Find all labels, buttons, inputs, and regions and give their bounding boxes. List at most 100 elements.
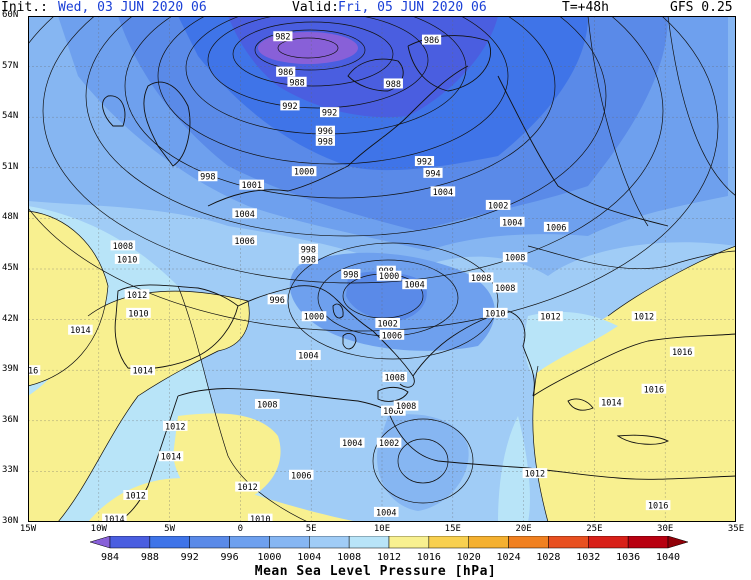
colorbar-swatch bbox=[229, 536, 270, 549]
colorbar-swatch bbox=[588, 536, 629, 549]
isobar-label: 1008 bbox=[492, 282, 518, 294]
lat-label: 57N bbox=[2, 60, 19, 71]
isobar-label: 1014 bbox=[158, 451, 184, 463]
isobar-label: 1004 bbox=[499, 216, 525, 228]
svg-text:1004: 1004 bbox=[502, 218, 522, 228]
svg-text:1001: 1001 bbox=[241, 181, 261, 191]
isobar-label: 1000 bbox=[376, 270, 402, 282]
map-header: Init.: Wed, 03 JUN 2020 06 Valid: Fri, 0… bbox=[0, 0, 751, 16]
isobar-lines bbox=[28, 16, 736, 522]
isobar-label: 1010 bbox=[114, 253, 140, 265]
svg-text:1000: 1000 bbox=[379, 272, 399, 282]
isobar-label: 1000 bbox=[291, 166, 317, 178]
isobar-value-labels: 9829869889929969981000986988992992994100… bbox=[28, 31, 695, 522]
svg-text:1014: 1014 bbox=[601, 399, 621, 409]
init-label: Init.: bbox=[1, 0, 48, 15]
isobar-label: 1016 bbox=[28, 365, 41, 377]
high-north-africa bbox=[88, 478, 358, 522]
isobar-label: 1014 bbox=[102, 513, 127, 522]
lat-label: 33N bbox=[2, 465, 19, 476]
svg-text:1012: 1012 bbox=[127, 291, 147, 301]
isobar-label: 1016 bbox=[669, 346, 695, 358]
colorbar-min-arrow bbox=[89, 536, 111, 549]
colorbar-level-label: 1024 bbox=[497, 552, 521, 563]
svg-text:988: 988 bbox=[386, 80, 401, 90]
svg-text:998: 998 bbox=[301, 255, 316, 265]
svg-text:1016: 1016 bbox=[28, 367, 38, 377]
svg-text:982: 982 bbox=[275, 33, 290, 43]
colorbar-swatch bbox=[548, 536, 589, 549]
colorbar-title: Mean Sea Level Pressure [hPa] bbox=[254, 564, 497, 579]
isobar-label: 1008 bbox=[382, 371, 408, 383]
isobar-label: 1008 bbox=[255, 398, 280, 410]
isobar-label: 1004 bbox=[402, 279, 427, 291]
isobar-label: 1014 bbox=[68, 324, 93, 336]
svg-text:1012: 1012 bbox=[237, 483, 257, 493]
isobar-label: 982 bbox=[273, 31, 293, 43]
svg-text:1014: 1014 bbox=[132, 367, 152, 377]
svg-text:1006: 1006 bbox=[291, 471, 311, 481]
isobar-label: 1008 bbox=[468, 272, 494, 284]
isobar-label: 988 bbox=[383, 78, 403, 90]
svg-text:988: 988 bbox=[289, 78, 304, 88]
isobar-label: 1012 bbox=[538, 311, 563, 323]
svg-text:992: 992 bbox=[282, 102, 297, 112]
lat-label: 42N bbox=[2, 313, 19, 324]
svg-text:1008: 1008 bbox=[471, 274, 491, 284]
colorbar-level-label: 1032 bbox=[576, 552, 600, 563]
colorbar-swatch bbox=[348, 536, 390, 549]
lat-label: 39N bbox=[2, 364, 19, 375]
svg-text:1012: 1012 bbox=[125, 492, 145, 502]
east-1012-zone bbox=[524, 311, 618, 376]
colorbar-level-label: 988 bbox=[141, 552, 159, 563]
isobar-label: 1000 bbox=[301, 311, 327, 323]
svg-text:1010: 1010 bbox=[117, 255, 137, 265]
isobar-label: 1010 bbox=[482, 307, 508, 319]
svg-text:1008: 1008 bbox=[505, 254, 525, 264]
lon-label: 10E bbox=[373, 524, 391, 534]
lon-label: 30E bbox=[657, 524, 674, 534]
lat-label: 48N bbox=[2, 212, 19, 223]
forecast-hour: T=+48h bbox=[562, 0, 609, 15]
lon-label: 10W bbox=[90, 524, 107, 534]
svg-text:1004: 1004 bbox=[433, 188, 453, 198]
svg-text:1012: 1012 bbox=[540, 313, 560, 323]
lat-label: 60N bbox=[2, 10, 19, 20]
pressure-map: 9829869889929969981000986988992992994100… bbox=[28, 16, 736, 522]
lat-label: 54N bbox=[2, 111, 19, 122]
svg-text:1008: 1008 bbox=[113, 242, 133, 252]
low-centre bbox=[258, 32, 358, 64]
colorbar: 984 988 992 996 1000 1004 1008 1012 1016 1020 1024… bbox=[89, 536, 689, 563]
valid-label: Valid: bbox=[292, 0, 339, 15]
isobar-label: 992 bbox=[280, 100, 300, 112]
svg-text:1016: 1016 bbox=[648, 502, 668, 512]
lon-label: 5W bbox=[164, 524, 176, 534]
isobar-label: 998 bbox=[315, 135, 335, 147]
colorbar-level-label: 1004 bbox=[297, 552, 321, 563]
svg-text:1016: 1016 bbox=[672, 348, 692, 358]
colorbar-swatch bbox=[468, 536, 509, 549]
map-frame bbox=[28, 16, 736, 522]
svg-text:992: 992 bbox=[322, 109, 337, 119]
svg-text:1000: 1000 bbox=[304, 313, 324, 323]
colorbar-swatch bbox=[309, 536, 350, 549]
isobar-label: 994 bbox=[423, 167, 443, 179]
svg-text:1006: 1006 bbox=[383, 407, 403, 417]
isobar-label: 1006 bbox=[232, 235, 257, 247]
lon-label: 15W bbox=[19, 524, 37, 534]
svg-text:1008: 1008 bbox=[396, 402, 416, 412]
isobar-label: 996 bbox=[267, 294, 287, 306]
colorbar-level-label: 1040 bbox=[656, 552, 680, 563]
isobar-label: 992 bbox=[320, 107, 340, 119]
isobar-label: 1010 bbox=[126, 307, 151, 319]
isobar-label: 1006 bbox=[381, 405, 406, 417]
colorbar-level-label: 996 bbox=[221, 552, 239, 563]
isobar-label: 1012 bbox=[235, 481, 260, 493]
svg-text:994: 994 bbox=[425, 169, 440, 179]
isobar-label: 986 bbox=[276, 66, 296, 78]
svg-text:986: 986 bbox=[424, 36, 439, 46]
colorbar-max-arrow bbox=[667, 536, 689, 549]
high-east bbox=[532, 246, 736, 522]
svg-text:1008: 1008 bbox=[385, 373, 405, 383]
colorbar-swatch bbox=[269, 536, 310, 549]
